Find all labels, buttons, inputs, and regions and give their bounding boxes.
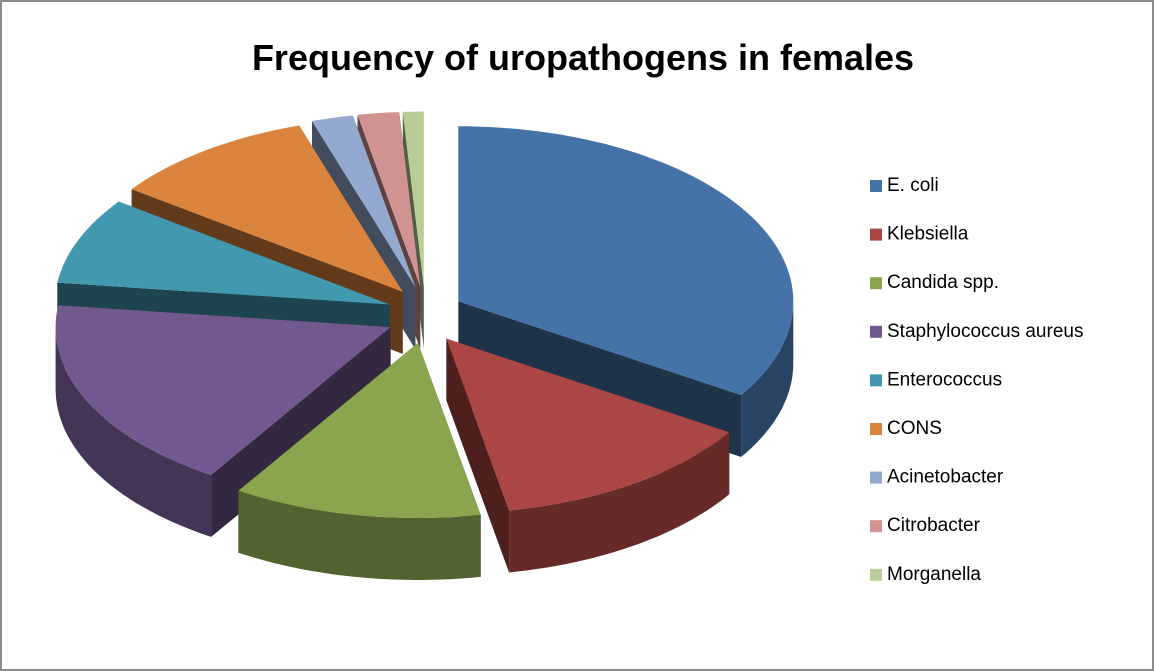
slice-outer-wall (238, 490, 481, 580)
slice-top (458, 126, 794, 396)
pie-slice (238, 343, 481, 580)
legend-swatch (870, 423, 882, 435)
legend-label: Candida spp. (887, 272, 999, 293)
slice-top (57, 201, 390, 305)
slice-top (238, 343, 481, 518)
legend-label: E. coli (887, 175, 939, 196)
slice-radial-wall (446, 338, 510, 573)
legend-label: CONS (887, 418, 942, 439)
legend-swatch (870, 520, 882, 533)
legend-label: Staphylococcus aureus (887, 321, 1083, 342)
slice-top (55, 305, 391, 475)
legend-swatch (870, 325, 882, 338)
legend-label: Acinetobacter (887, 467, 1004, 488)
legend-swatch (870, 277, 882, 290)
legend-swatch (870, 180, 882, 192)
pie-slice (55, 305, 391, 537)
slice-top (446, 338, 730, 511)
slice-top (131, 125, 403, 292)
slice-top (357, 112, 421, 287)
slice-top (402, 111, 424, 287)
legend-label: Morganella (887, 564, 981, 585)
legend-label: Enterococcus (887, 369, 1002, 390)
legend-label: Citrobacter (887, 515, 981, 536)
chart-title: Frequency of uropathogens in females (252, 37, 914, 78)
pie-slice (446, 338, 730, 573)
slice-outer-wall (509, 432, 730, 573)
legend-swatch (870, 228, 882, 241)
slice-outer-wall (55, 327, 212, 537)
slice-outer-wall (741, 301, 794, 457)
legend-swatch (870, 568, 882, 581)
slice-top (312, 115, 416, 288)
legend-label: Klebsiella (887, 224, 969, 245)
legend-swatch (870, 471, 882, 484)
legend-swatch (870, 374, 882, 387)
